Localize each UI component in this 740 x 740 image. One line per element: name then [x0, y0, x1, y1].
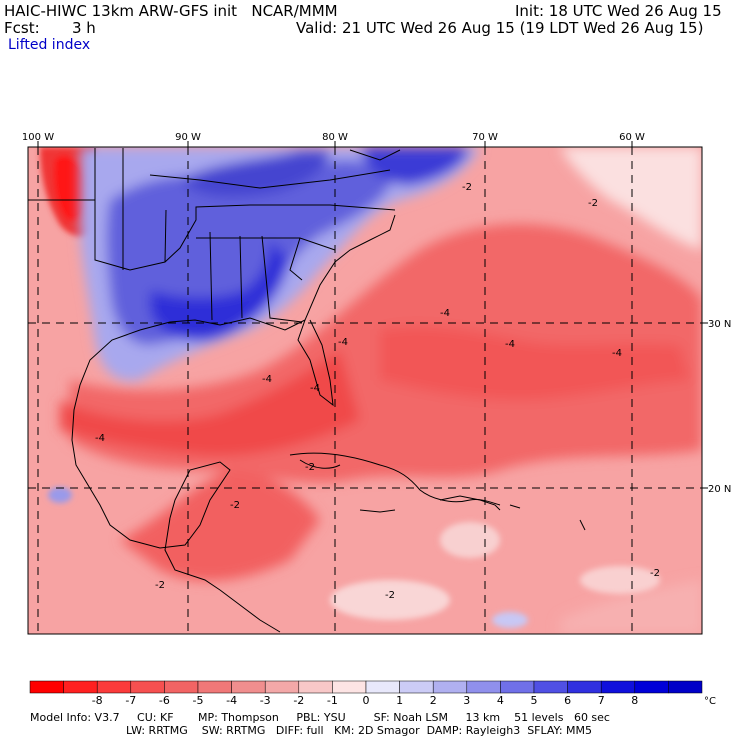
- valid-time: Valid: 21 UTC Wed 26 Aug 15 (19 LDT Wed …: [296, 19, 704, 37]
- colorbar-label: 4: [497, 694, 504, 707]
- contour-label: -2: [588, 198, 598, 209]
- lon-label-70w: 70 W: [472, 132, 498, 143]
- lon-label-90w: 90 W: [175, 132, 201, 143]
- lifted-index-field: [28, 147, 702, 634]
- colorbar-swatch: [634, 680, 669, 694]
- colorbar-label: -6: [159, 694, 170, 707]
- colorbar-label: 8: [631, 694, 638, 707]
- colorbar-label: -3: [260, 694, 271, 707]
- colorbar-label: -5: [193, 694, 204, 707]
- colorbar-swatch: [533, 680, 568, 694]
- contour-label: -4: [440, 308, 450, 319]
- colorbar: -8 -7 -6 -5 -4 -3 -2 -1 0 1 2 3 4 5 6 7 8 °C: [29, 680, 716, 707]
- colorbar-swatch: [231, 680, 266, 694]
- colorbar-swatch: [668, 680, 703, 694]
- colorbar-swatch: [264, 680, 300, 694]
- contour-label: -2: [385, 590, 395, 601]
- lon-label-60w: 60 W: [619, 132, 645, 143]
- model-title: HAIC-HIWC 13km ARW-GFS init NCAR/MMM: [4, 2, 338, 20]
- lat-label-20n: 20 N: [708, 484, 731, 495]
- colorbar-label: 3: [463, 694, 470, 707]
- colorbar-swatch: [298, 680, 333, 694]
- lon-label-100w: 100 W: [22, 132, 54, 143]
- forecast-label: Fcst:: [4, 19, 40, 37]
- map-frame: [27, 146, 703, 635]
- colorbar-label: -7: [125, 694, 136, 707]
- colorbar-swatch: [63, 680, 98, 694]
- contour-label: -4: [262, 374, 272, 385]
- contour-label: -4: [310, 383, 320, 394]
- contour-label: -4: [338, 337, 348, 348]
- lon-label-80w: 80 W: [322, 132, 348, 143]
- model-info-line1: Model Info: V3.7 CU: KF MP: Thompson PBL…: [30, 711, 610, 724]
- contour-label: -4: [95, 433, 105, 444]
- latitude-labels: 30 N 20 N: [708, 319, 731, 495]
- contour-labels: -2 -2 -2 -4 -4 -4 -4 -4 -4 -2 -2 -4 -2 -…: [95, 182, 660, 601]
- colorbar-swatch: [365, 680, 400, 694]
- contour-label: -2: [462, 182, 472, 193]
- model-info-line2: LW: RRTMG SW: RRTMG DIFF: full KM: 2D Sm…: [126, 724, 592, 737]
- forecast-hour: 3 h: [72, 19, 96, 37]
- colorbar-swatch: [96, 680, 132, 694]
- colorbar-swatch: [600, 680, 636, 694]
- init-time: Init: 18 UTC Wed 26 Aug 15: [515, 2, 722, 20]
- colorbar-label: 1: [396, 694, 403, 707]
- longitude-labels: 100 W 90 W 80 W 70 W 60 W: [22, 132, 645, 143]
- contour-label: -4: [505, 339, 515, 350]
- colorbar-swatch: [567, 680, 602, 694]
- colorbar-unit: °C: [704, 696, 716, 707]
- contour-label: -2: [155, 580, 165, 591]
- contour-label: -4: [612, 348, 622, 359]
- colorbar-label: -1: [327, 694, 338, 707]
- lat-label-30n: 30 N: [708, 319, 731, 330]
- colorbar-label: 0: [363, 694, 370, 707]
- colorbar-swatch: [164, 680, 199, 694]
- colorbar-swatch: [130, 680, 165, 694]
- colorbar-swatch: [500, 680, 535, 694]
- colorbar-label: -2: [293, 694, 304, 707]
- contour-label: -2: [230, 500, 240, 511]
- colorbar-label: 2: [430, 694, 437, 707]
- colorbar-swatch: [197, 680, 232, 694]
- colorbar-swatch: [432, 680, 468, 694]
- colorbar-label: 7: [598, 694, 605, 707]
- colorbar-swatch: [399, 680, 434, 694]
- colorbar-label: 6: [564, 694, 571, 707]
- field-name: Lifted index: [8, 37, 91, 53]
- colorbar-swatch: [29, 680, 64, 694]
- graticule: [28, 147, 702, 634]
- colorbar-label: -8: [92, 694, 103, 707]
- contour-label: -2: [650, 568, 660, 579]
- colorbar-label: 5: [531, 694, 538, 707]
- colorbar-swatch: [332, 680, 367, 694]
- colorbar-swatch: [466, 680, 501, 694]
- contour-label: -2: [305, 462, 315, 473]
- tick-marks: [37, 141, 708, 489]
- colorbar-label: -4: [226, 694, 237, 707]
